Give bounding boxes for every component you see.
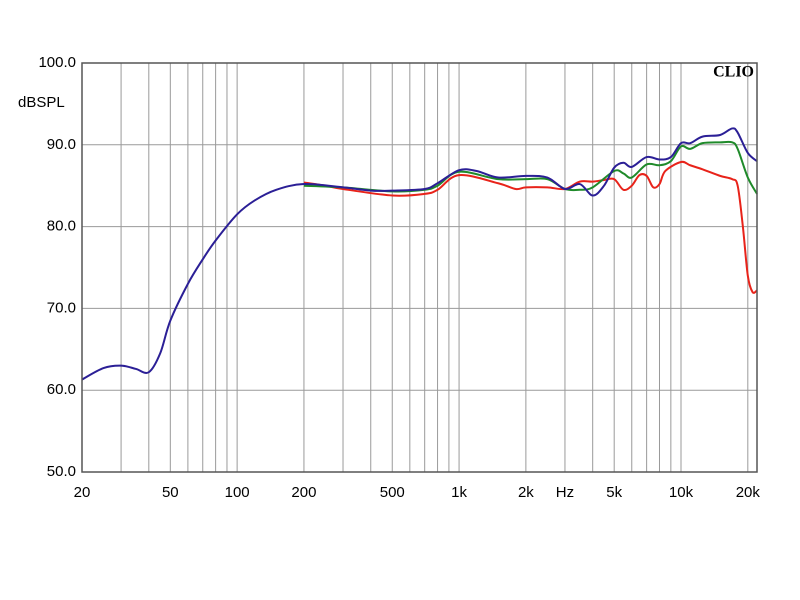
series-line: [303, 140, 758, 195]
y-tick-label: 50.0: [47, 463, 76, 480]
y-tick-label: 60.0: [47, 381, 76, 398]
x-tick-label: 20k: [736, 484, 761, 501]
x-tick-label: Hz: [556, 484, 574, 501]
x-tick-label: 1k: [451, 484, 467, 501]
x-tick-label: 500: [380, 484, 405, 501]
x-tick-label: 20: [74, 484, 91, 501]
series-line: [303, 160, 758, 294]
y-tick-label: 100.0: [38, 54, 76, 71]
x-tick-label: 50: [162, 484, 179, 501]
x-tick-label: 5k: [606, 484, 622, 501]
y-tick-label: 90.0: [47, 136, 76, 153]
y-axis-label: dBSPL: [18, 94, 65, 111]
x-tick-label: 2k: [518, 484, 534, 501]
series-line: [81, 127, 758, 381]
x-tick-label: 10k: [669, 484, 694, 501]
y-tick-label: 70.0: [47, 299, 76, 316]
x-tick-label: 200: [291, 484, 316, 501]
x-tick-label: 100: [225, 484, 250, 501]
plot-frame: [81, 62, 758, 473]
y-tick-label: 80.0: [47, 218, 76, 235]
chart-title: CLIO: [713, 64, 754, 81]
